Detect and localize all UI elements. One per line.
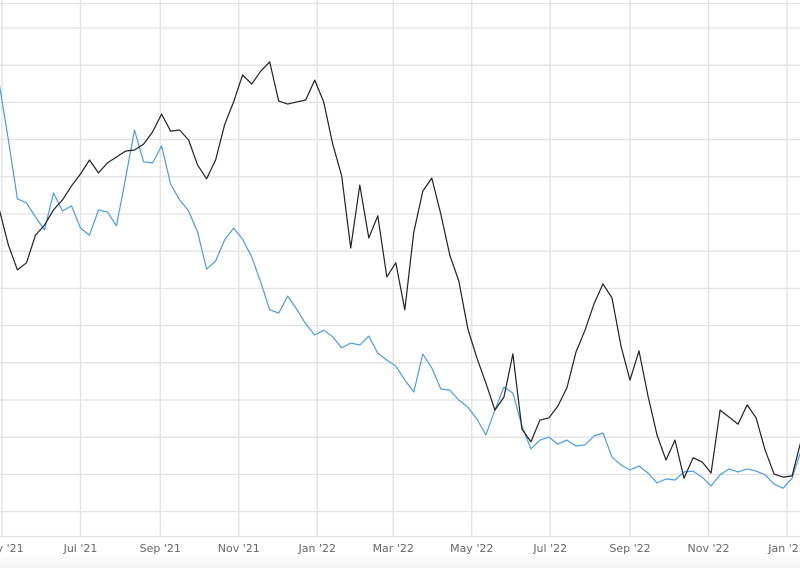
x-tick-label: Nov '22 bbox=[688, 542, 730, 555]
series-line-1 bbox=[0, 84, 800, 489]
series-line-0 bbox=[0, 61, 800, 479]
x-tick-label: Jan '22 bbox=[298, 542, 336, 555]
x-tick-label: Sep '22 bbox=[609, 542, 650, 555]
grid-lines bbox=[0, 0, 800, 538]
x-tick-label: May '21 bbox=[0, 542, 24, 555]
series-lines bbox=[0, 61, 800, 489]
x-tick-label: Jan '23 bbox=[767, 542, 800, 555]
x-tick-label: May '22 bbox=[450, 542, 493, 555]
x-tick-label: Jul '21 bbox=[63, 542, 98, 555]
x-tick-label: Jul '22 bbox=[532, 542, 567, 555]
x-tick-label: Nov '21 bbox=[218, 542, 260, 555]
x-axis-ticks: May '21 Jul '21 Sep '21 Nov '21 Jan '22 Mar '… bbox=[0, 542, 800, 555]
x-tick-label: Sep '21 bbox=[140, 542, 181, 555]
footer-strip bbox=[0, 556, 800, 568]
x-tick-label: Mar '22 bbox=[373, 542, 414, 555]
